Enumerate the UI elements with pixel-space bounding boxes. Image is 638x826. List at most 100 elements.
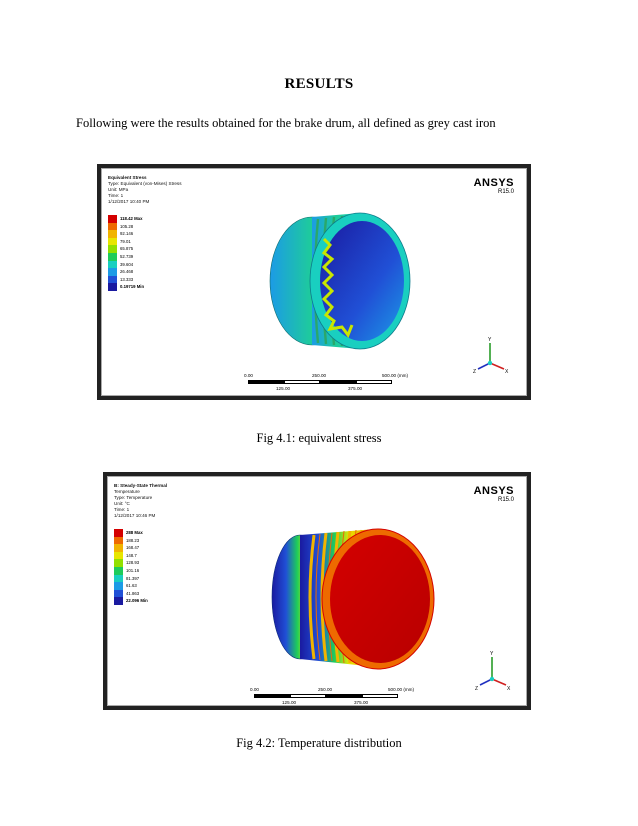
legend-label: 79.01	[120, 238, 131, 244]
legend-label: 118.42 Max	[120, 216, 143, 221]
result-type: Type: Temperature	[114, 495, 153, 500]
scale-label: 0.00	[244, 373, 253, 378]
legend-entry: 188.23	[114, 536, 148, 545]
scale-bar: 0.00 250.00 500.00 (mm) 125.00 375.00	[244, 373, 408, 395]
section-heading: RESULTS	[284, 76, 354, 92]
figure-temperature-distribution: B: Steady-State Thermal Temperature Type…	[103, 472, 531, 710]
axis-triad: Y X Z	[473, 337, 509, 375]
legend-swatch	[108, 275, 117, 284]
legend-swatch	[114, 597, 123, 605]
legend-entry: 26.468	[108, 268, 144, 276]
legend-entry: 52.739	[108, 252, 144, 261]
legend-entry: 13.333	[108, 275, 144, 284]
axis-label-z: Z	[473, 369, 476, 375]
legend-swatch	[114, 589, 123, 598]
ansys-logo: ANSYS R15.0	[474, 485, 514, 503]
scale-label: 250.00	[312, 373, 327, 378]
legend-label: 65.875	[120, 246, 134, 252]
axis-triad: Y X Z	[475, 651, 511, 692]
scale-segment	[248, 380, 284, 384]
legend-entry: 128.93	[114, 559, 148, 567]
legend-swatch	[114, 544, 123, 552]
legend-entry: 79.01	[108, 237, 144, 246]
legend-label: 39.604	[120, 261, 134, 267]
legend-swatch	[114, 582, 123, 590]
result-title: B: Steady-State Thermal	[114, 483, 168, 488]
figure-caption: Fig 4.2: Temperature distribution	[236, 736, 402, 750]
scale-label: 250.00	[318, 687, 333, 692]
scale-label: 500.00 (mm)	[382, 373, 409, 378]
legend-entry: 0.19719 Min	[108, 283, 144, 291]
result-subtitle: Temperature	[114, 489, 140, 494]
legend-label: 168.47	[126, 545, 140, 551]
brand-version: R15.0	[497, 497, 514, 503]
legend-label: 52.739	[120, 253, 134, 259]
brand-name: ANSYS	[473, 485, 514, 497]
ansys-render-panel: Equivalent Stress Type: Equivalent (von-…	[101, 168, 527, 396]
result-time: Time: 1	[114, 507, 130, 512]
legend-label: 128.93	[126, 560, 140, 566]
axis-label-y: Y	[488, 337, 492, 343]
scale-segment	[356, 380, 392, 384]
scale-segment	[290, 694, 326, 698]
figure-equivalent-stress: Equivalent Stress Type: Equivalent (von-…	[97, 164, 531, 400]
legend-swatch	[114, 536, 123, 545]
brand-name: ANSYS	[473, 177, 514, 189]
scale-label: 500.00 (mm)	[388, 687, 415, 692]
legend-swatch	[114, 566, 123, 575]
scale-segment	[326, 694, 362, 698]
legend-entry: 92.146	[108, 230, 144, 238]
axis-label-x: X	[505, 369, 509, 375]
legend-entry: 39.604	[108, 260, 144, 269]
legend-swatch	[108, 230, 117, 238]
legend-swatch	[114, 559, 123, 567]
legend-swatch	[108, 245, 117, 253]
axis-label-x: X	[507, 686, 511, 692]
legend-entry: 288 Max	[114, 529, 148, 537]
legend-label: 26.468	[120, 269, 134, 275]
legend-swatch	[108, 237, 117, 246]
legend-label: 41.863	[126, 590, 140, 596]
legend-label: 92.146	[120, 231, 134, 237]
axis-label-y: Y	[490, 651, 494, 657]
legend-swatch	[108, 260, 117, 269]
result-date: 1/12/2017 10:46 PM	[114, 513, 156, 518]
legend-entry: 22.096 Min	[114, 597, 148, 605]
scale-label: 375.00	[348, 386, 363, 391]
legend-entry: 61.63	[114, 582, 148, 590]
legend-entry: 168.47	[114, 544, 148, 552]
color-legend: 288 Max 188.23 168.47 148.7 128.93 101.1…	[114, 529, 148, 605]
legend-label: 22.096 Min	[126, 598, 148, 604]
legend-label: 101.16	[126, 567, 140, 573]
legend-swatch	[108, 222, 117, 231]
legend-swatch	[108, 215, 117, 223]
legend-label: 61.63	[126, 583, 137, 589]
legend-swatch	[108, 268, 117, 276]
intro-paragraph: Following were the results obtained for …	[76, 116, 496, 130]
result-title: Equivalent Stress	[108, 175, 147, 180]
scale-segment	[284, 380, 320, 384]
legend-entry: 65.875	[108, 245, 144, 253]
legend-entry: 105.28	[108, 222, 144, 231]
result-time: Time: 1	[108, 193, 124, 198]
color-legend: 118.42 Max 105.28 92.146 79.01 65.875 52…	[108, 215, 144, 291]
result-unit: Unit: °C	[114, 501, 130, 506]
drum-inner-surface	[320, 221, 404, 341]
drum-inner-surface	[330, 535, 430, 663]
legend-label: 188.23	[126, 537, 140, 543]
stress-zigzag-band	[321, 237, 354, 339]
legend-swatch	[114, 529, 123, 537]
scale-label: 375.00	[354, 700, 369, 705]
result-info: Equivalent Stress Type: Equivalent (von-…	[108, 175, 182, 205]
legend-entry: 148.7	[114, 551, 148, 560]
figure-caption: Fig 4.1: equivalent stress	[256, 431, 382, 445]
legend-swatch	[108, 283, 117, 291]
legend-entry: 41.863	[114, 589, 148, 598]
ansys-render-panel: B: Steady-State Thermal Temperature Type…	[107, 476, 527, 706]
axis-label-z: Z	[475, 686, 478, 692]
scale-segment	[254, 694, 290, 698]
legend-label: 81.397	[126, 575, 140, 581]
scale-label: 125.00	[282, 700, 297, 705]
legend-entry: 81.397	[114, 574, 148, 583]
scale-segment	[362, 694, 398, 698]
